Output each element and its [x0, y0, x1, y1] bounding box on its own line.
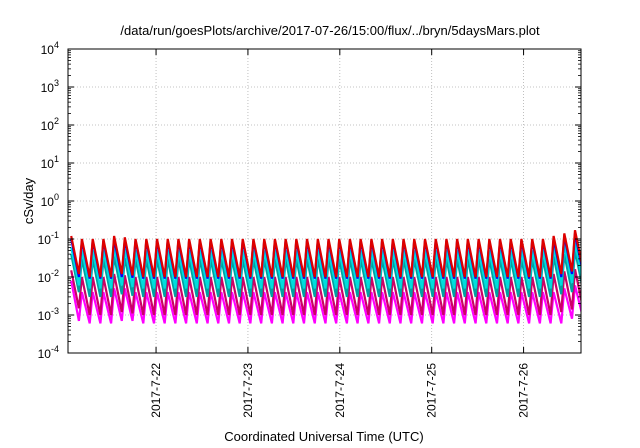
y-tick-base: 10 — [38, 347, 52, 361]
x-tick-label: 2017-7-22 — [149, 363, 163, 418]
y-tick-label: 10-1 — [38, 230, 59, 247]
y-tick-exponent: -2 — [51, 268, 59, 278]
x-tick-label: 2017-7-23 — [241, 363, 255, 418]
y-tick-base: 10 — [41, 195, 55, 209]
y-tick-base: 10 — [41, 119, 55, 133]
y-tick-label: 10-3 — [38, 306, 59, 323]
y-tick-base: 10 — [41, 81, 55, 95]
series-line-6 — [70, 229, 581, 278]
y-tick-exponent: 1 — [54, 154, 59, 164]
y-tick-base: 10 — [38, 271, 52, 285]
y-axis-label: cSv/day — [21, 177, 36, 224]
y-tick-label: 104 — [41, 40, 59, 57]
y-tick-label: 103 — [41, 78, 59, 95]
y-tick-base: 10 — [41, 43, 55, 57]
y-tick-label: 101 — [41, 154, 59, 171]
y-tick-exponent: -3 — [51, 306, 59, 316]
series-line-2 — [70, 268, 581, 316]
y-tick-label: 10-4 — [38, 344, 59, 361]
plot-series — [70, 229, 581, 324]
x-tick-label: 2017-7-26 — [517, 363, 531, 418]
x-axis-ticks: 2017-7-22 2017-7-23 2017-7-24 2017-7-25 2017… — [149, 49, 531, 418]
y-tick-base: 10 — [38, 309, 52, 323]
x-tick-label: 2017-7-25 — [425, 363, 439, 418]
y-tick-label: 100 — [41, 192, 59, 209]
y-tick-exponent: 3 — [54, 78, 59, 88]
y-tick-exponent: -4 — [51, 344, 59, 354]
y-tick-exponent: -1 — [51, 230, 59, 240]
y-tick-base: 10 — [38, 233, 52, 247]
y-tick-label: 10-2 — [38, 268, 59, 285]
y-tick-exponent: 4 — [54, 40, 59, 50]
y-tick-exponent: 0 — [54, 192, 59, 202]
y-tick-label: 102 — [41, 116, 59, 133]
y-tick-base: 10 — [41, 157, 55, 171]
chart-title: /data/run/goesPlots/archive/2017-07-26/1… — [120, 23, 540, 38]
x-tick-label: 2017-7-24 — [333, 363, 347, 418]
y-tick-exponent: 2 — [54, 116, 59, 126]
x-axis-label: Coordinated Universal Time (UTC) — [224, 429, 423, 444]
